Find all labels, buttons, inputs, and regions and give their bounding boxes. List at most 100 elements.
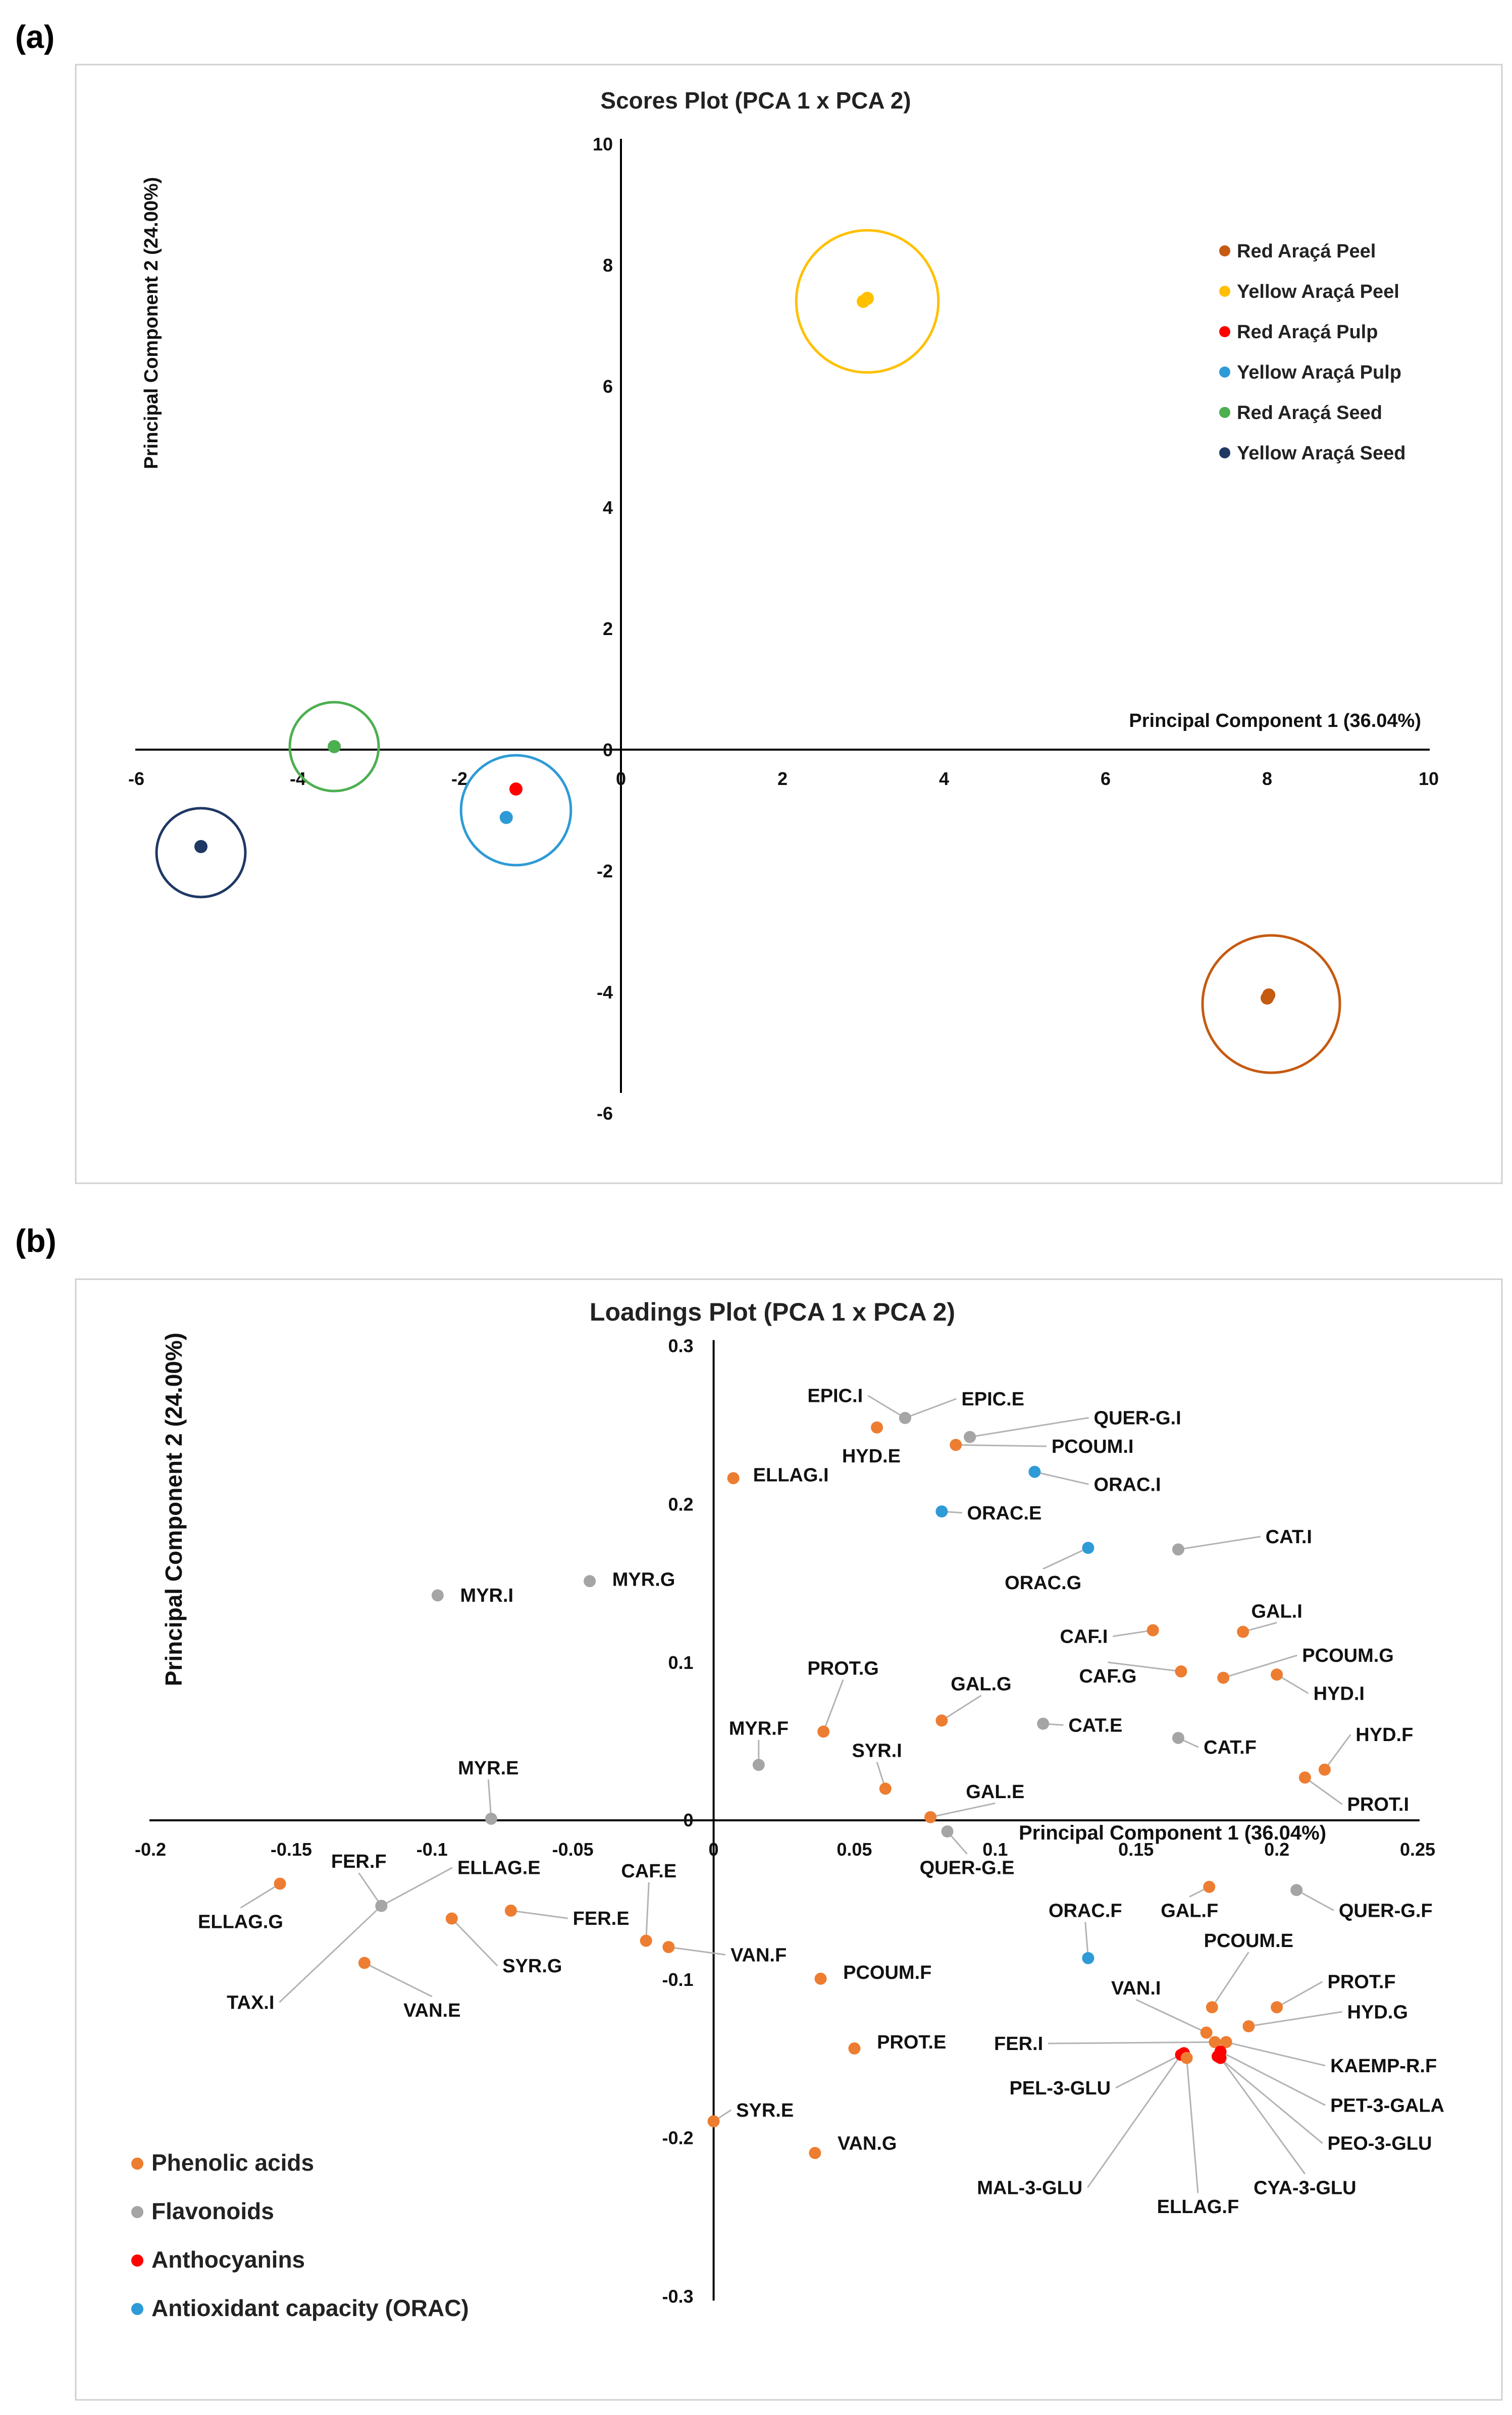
leader-line-quer-g-i bbox=[969, 1417, 1089, 1438]
cluster-circle-yellow-ara-seed bbox=[155, 807, 247, 899]
scores-y-tick-label: 6 bbox=[603, 376, 613, 397]
loading-point-myr-i bbox=[431, 1589, 444, 1602]
loading-label-pel-3-glu: PEL-3-GLU bbox=[1009, 2078, 1111, 2099]
loading-label-syr-g: SYR.G bbox=[502, 1956, 562, 1977]
scores-x-tick-label: 4 bbox=[939, 768, 949, 789]
loading-point-hyd-g bbox=[1242, 2020, 1255, 2032]
leader-line-van-f bbox=[668, 1946, 726, 1956]
leader-line-kaemp-r-f bbox=[1226, 2041, 1326, 2067]
loading-label-kaemp-r-f: KAEMP-R.F bbox=[1330, 2056, 1437, 2077]
loading-label-quer-g-e: QUER-G.E bbox=[920, 1858, 1015, 1879]
loading-point-ellag-i bbox=[727, 1472, 740, 1485]
legend-label-yellow-ara-seed: Yellow Araçá Seed bbox=[1237, 443, 1405, 464]
loading-label-orac-e: ORAC.E bbox=[967, 1503, 1042, 1524]
loading-label-hyd-g: HYD.G bbox=[1347, 2002, 1408, 2023]
loading-label-van-f: VAN.F bbox=[731, 1945, 787, 1966]
loading-label-tax-i: TAX.I bbox=[227, 1992, 274, 2013]
loading-label-epic-i: EPIC.I bbox=[807, 1386, 863, 1407]
loadings-plot-frame bbox=[75, 1278, 1503, 2401]
loading-point-caf-g bbox=[1175, 1665, 1187, 1678]
leader-line-myr-e bbox=[487, 1779, 492, 1819]
loading-label-van-e: VAN.E bbox=[403, 2000, 460, 2021]
leader-line-hyd-g bbox=[1248, 2011, 1342, 2027]
loading-label-prot-e: PROT.E bbox=[877, 2032, 946, 2053]
loadings-x-axis-title: Principal Component 1 (36.04%) bbox=[1019, 1822, 1326, 1844]
loading-label-orac-i: ORAC.I bbox=[1094, 1474, 1161, 1495]
loading-point-gal-e bbox=[924, 1811, 937, 1823]
legend-label-phenolic-acids: Phenolic acids bbox=[151, 2149, 314, 2176]
leader-line-orac-g bbox=[1042, 1547, 1089, 1570]
loading-point-van-i bbox=[1200, 2026, 1213, 2039]
loading-point-prot-i bbox=[1298, 1771, 1311, 1784]
loadings-y-tick-label: 0.2 bbox=[668, 1494, 694, 1514]
leader-line-tax-i bbox=[279, 1905, 382, 2003]
loading-label-orac-g: ORAC.G bbox=[1005, 1572, 1081, 1594]
loading-point-myr-e bbox=[485, 1812, 497, 1825]
legend-label-anthocyanins: Anthocyanins bbox=[151, 2246, 305, 2273]
loading-label-hyd-i: HYD.I bbox=[1314, 1684, 1365, 1705]
loading-point-fer-i bbox=[1209, 2036, 1221, 2049]
loading-label-syr-i: SYR.I bbox=[852, 1740, 902, 1761]
loadings-x-tick-label: 0.15 bbox=[1118, 1839, 1154, 1860]
loading-label-pcoum-g: PCOUM.G bbox=[1302, 1645, 1394, 1666]
legend-marker-phenolic-acids bbox=[131, 2158, 143, 2170]
loading-point-myr-g bbox=[584, 1575, 596, 1588]
loading-label-cat-i: CAT.I bbox=[1266, 1527, 1312, 1548]
leader-line-cya-3-glu bbox=[1220, 2057, 1306, 2175]
loading-label-orac-f: ORAC.F bbox=[1049, 1900, 1122, 1921]
loading-label-ellag-f: ELLAG.F bbox=[1157, 2196, 1239, 2218]
legend-label-red-ara-pulp: Red Araçá Pulp bbox=[1237, 322, 1378, 343]
leader-line-prot-g bbox=[822, 1679, 844, 1732]
legend-label-flavonoids: Flavonoids bbox=[151, 2198, 274, 2224]
loading-label-van-i: VAN.I bbox=[1111, 1978, 1161, 1999]
scores-y-tick-label: 2 bbox=[603, 618, 613, 639]
scores-y-axis-title: Principal Component 2 (24.00%) bbox=[141, 177, 162, 469]
leader-line-fer-f bbox=[358, 1872, 382, 1907]
loadings-x-tick-label: -0.15 bbox=[271, 1839, 312, 1860]
scores-x-tick-label: -6 bbox=[128, 768, 144, 789]
leader-line-pet-3-gala bbox=[1220, 2051, 1326, 2106]
loading-point-orac-g bbox=[1082, 1542, 1094, 1554]
loading-label-prot-i: PROT.I bbox=[1347, 1794, 1409, 1815]
loadings-x-tick-label: 0.1 bbox=[982, 1839, 1008, 1860]
scores-y-tick-label: -2 bbox=[597, 861, 613, 881]
leader-line-pel-3-glu bbox=[1115, 2052, 1184, 2089]
legend-marker-red-ara-peel bbox=[1219, 245, 1230, 256]
legend-marker-flavonoids bbox=[131, 2206, 143, 2218]
loading-label-quer-g-i: QUER-G.I bbox=[1094, 1408, 1181, 1429]
loading-label-pcoum-f: PCOUM.F bbox=[843, 1962, 931, 1983]
loading-point-kaemp-r-f bbox=[1220, 2036, 1232, 2049]
leader-line-fer-i bbox=[1048, 2041, 1215, 2044]
loading-point-van-g bbox=[809, 2146, 821, 2159]
loading-label-caf-i: CAF.I bbox=[1060, 1626, 1108, 1648]
loading-label-quer-g-f: QUER-G.F bbox=[1339, 1900, 1433, 1921]
loading-label-ellag-g: ELLAG.G bbox=[198, 1911, 283, 1932]
loading-label-hyd-f: HYD.F bbox=[1355, 1724, 1413, 1746]
loading-point-cya-3-glu bbox=[1214, 2052, 1227, 2064]
loading-label-ellag-e: ELLAG.E bbox=[457, 1858, 541, 1879]
loading-label-hyd-e: HYD.E bbox=[842, 1446, 901, 1467]
cluster-circle-yellow-ara-peel bbox=[795, 229, 940, 374]
loadings-y-tick-label: 0.1 bbox=[668, 1652, 694, 1673]
scores-y-tick-label: 8 bbox=[603, 255, 613, 276]
loading-point-hyd-e bbox=[871, 1421, 883, 1434]
loading-point-quer-g-f bbox=[1290, 1884, 1303, 1897]
loading-label-caf-e: CAF.E bbox=[621, 1861, 676, 1882]
loading-label-gal-f: GAL.F bbox=[1161, 1900, 1218, 1921]
loadings-x-tick-label: -0.05 bbox=[552, 1839, 594, 1860]
scores-x-axis-title: Principal Component 1 (36.04%) bbox=[1129, 710, 1421, 731]
loading-point-hyd-f bbox=[1318, 1763, 1331, 1776]
loading-point-quer-g-i bbox=[964, 1431, 976, 1443]
scores-x-tick-label: 6 bbox=[1101, 768, 1111, 789]
score-point-red-ara-pulp bbox=[509, 782, 523, 796]
cluster-circle-red-ara-seed bbox=[288, 701, 380, 793]
leader-line-epic-e bbox=[905, 1398, 957, 1419]
loading-point-cat-e bbox=[1037, 1717, 1050, 1730]
scores-plot: Scores Plot (PCA 1 x PCA 2) -6 -4 -2 0 2 4 6 8 10… bbox=[128, 87, 1439, 1124]
leader-line-gal-g bbox=[941, 1695, 982, 1721]
loading-point-syr-i bbox=[879, 1782, 892, 1795]
scores-x-tick-label: -2 bbox=[451, 768, 467, 789]
loading-point-syr-e bbox=[707, 2115, 720, 2128]
loading-label-myr-f: MYR.F bbox=[729, 1718, 789, 1740]
